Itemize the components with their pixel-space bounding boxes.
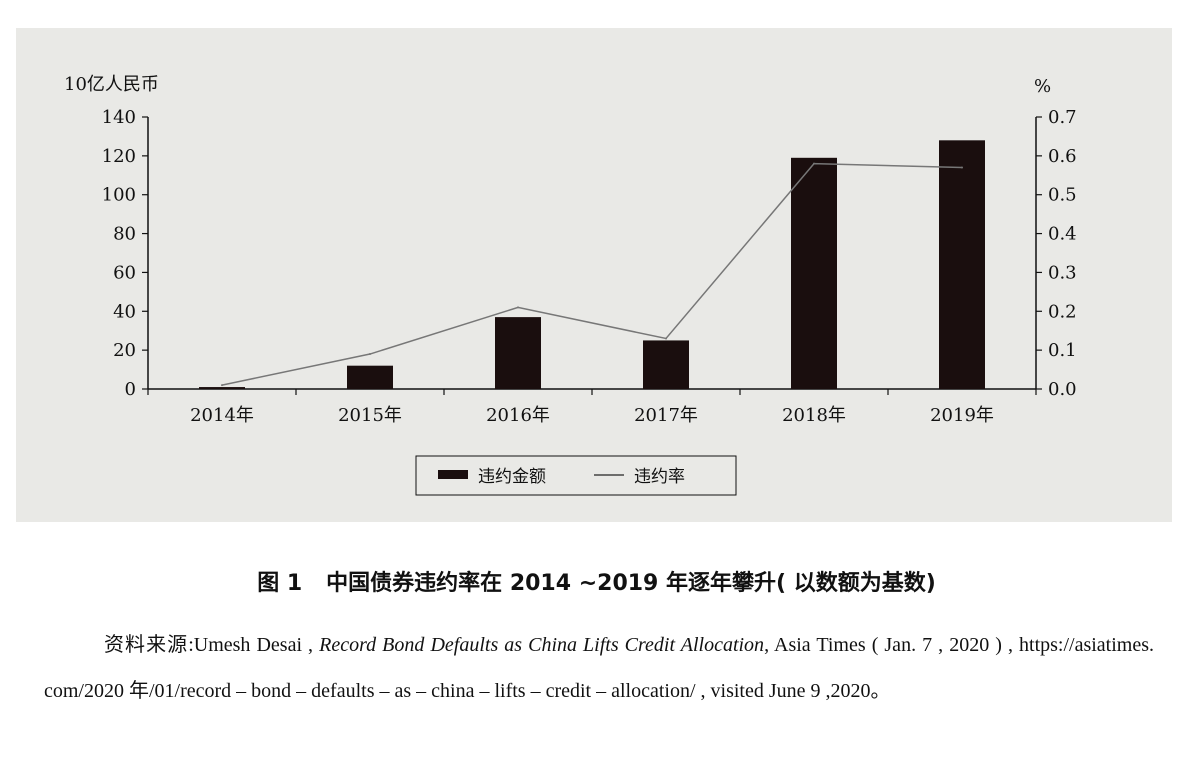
legend: 违约金额 违约率 bbox=[415, 455, 737, 496]
y-right-tick-label: 0.2 bbox=[1048, 301, 1077, 322]
y-right-tick-label: 0.4 bbox=[1048, 224, 1077, 245]
x-tick-label: 2018年 bbox=[782, 405, 846, 426]
y-left-tick-label: 40 bbox=[113, 301, 136, 322]
y-right-tick-label: 0.6 bbox=[1048, 146, 1077, 167]
point-default-rate bbox=[665, 337, 667, 340]
y-axis-right-label: % bbox=[1034, 76, 1051, 97]
legend-box bbox=[415, 455, 737, 496]
bar-default-amount bbox=[199, 387, 245, 389]
legend-bar-swatch bbox=[438, 470, 468, 479]
y-left-tick-label: 60 bbox=[113, 262, 136, 283]
y-left-tick-label: 80 bbox=[113, 224, 136, 245]
figure-panel: 10亿人民币 % 140 120 100 80 60 40 20 0 0.7 0.6 0.5 0.4… bbox=[16, 28, 1172, 522]
bond-default-chart: 10亿人民币 % 140 120 100 80 60 40 20 0 0.7 0.6 0.5 0.4… bbox=[64, 74, 1077, 496]
point-default-rate bbox=[369, 353, 371, 356]
bar-default-amount bbox=[939, 140, 985, 389]
x-tick-label: 2015年 bbox=[338, 405, 402, 426]
x-tick-label: 2017年 bbox=[634, 405, 698, 426]
point-default-rate bbox=[221, 384, 223, 387]
y-axis-left-label: 10亿人民币 bbox=[64, 74, 159, 95]
y-right-tick-label: 0.1 bbox=[1048, 340, 1077, 361]
y-left-tick-label: 0 bbox=[125, 379, 136, 400]
y-right-tick-label: 0.7 bbox=[1048, 107, 1077, 128]
y-right-tick-label: 0.3 bbox=[1048, 262, 1077, 283]
figure-caption: 图 1 中国债券违约率在 2014 ~2019 年逐年攀升( 以数额为基数) bbox=[0, 565, 1193, 597]
x-tick-label: 2019年 bbox=[930, 405, 994, 426]
source-author: Umesh Desai , bbox=[193, 634, 314, 656]
y-left-tick-label: 100 bbox=[102, 185, 136, 206]
source-title: Record Bond Defaults as China Lifts Cred… bbox=[319, 634, 765, 656]
point-default-rate bbox=[961, 166, 963, 169]
y-left-tick-label: 140 bbox=[102, 107, 136, 128]
caption-number: 图 1 bbox=[257, 571, 303, 596]
bar-default-amount bbox=[347, 365, 393, 389]
caption-title: 中国债券违约率在 2014 ~2019 年逐年攀升( 以数额为基数) bbox=[326, 571, 936, 596]
y-right-tick-label: 0.0 bbox=[1048, 379, 1077, 400]
source-details: , Asia Times ( Jan. 7 , 2020 ) , https:/… bbox=[44, 634, 1155, 702]
legend-bar-label: 违约金额 bbox=[478, 467, 546, 487]
bar-default-amount bbox=[495, 317, 541, 389]
y-left-tick-label: 20 bbox=[113, 340, 136, 361]
line-default-rate bbox=[221, 162, 963, 386]
point-default-rate bbox=[517, 306, 519, 309]
x-tick-label: 2014年 bbox=[190, 405, 254, 426]
y-right-tick-label: 0.5 bbox=[1048, 185, 1077, 206]
source-label: 资料来源: bbox=[104, 634, 194, 656]
bar-default-amount bbox=[791, 157, 837, 389]
x-tick-label: 2016年 bbox=[486, 405, 550, 426]
legend-line-label: 违约率 bbox=[634, 467, 685, 487]
point-default-rate bbox=[813, 162, 815, 165]
y-left-tick-label: 120 bbox=[102, 146, 136, 167]
source-citation: 资料来源:Umesh Desai , Record Bond Defaults … bbox=[44, 622, 1154, 714]
bar-default-amount bbox=[643, 340, 689, 389]
